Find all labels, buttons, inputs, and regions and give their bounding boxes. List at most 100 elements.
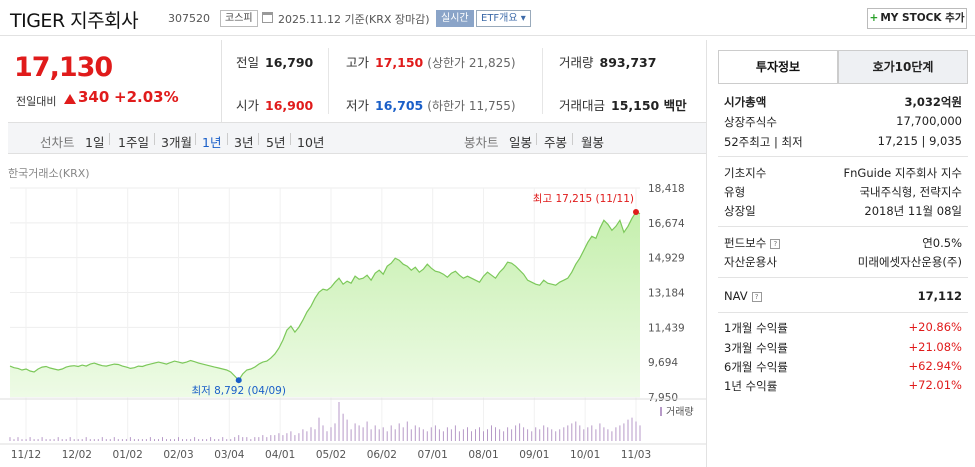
x-tick-label: 10/01 (570, 449, 600, 461)
divider (718, 156, 968, 157)
period-5y[interactable]: 5년 (266, 135, 286, 150)
period-10y[interactable]: 10년 (297, 135, 325, 150)
return-row: 3개월 수익률 +21.08% (724, 340, 962, 356)
candle-daily[interactable]: 일봉 (509, 135, 533, 150)
info-panel: 투자정보 호가10단계 시가총액 3,032억원 상장주식수 17,700,000 … (718, 50, 968, 467)
divider (718, 226, 968, 227)
divider (718, 83, 968, 84)
x-tick-label: 06/02 (367, 449, 397, 461)
info-label: 3개월 수익률 (724, 341, 788, 355)
return-row: 1개월 수익률 +20.86% (724, 320, 962, 336)
stock-code: 307520 (168, 12, 210, 25)
info-row: 기초지수 FnGuide 지주회사 지수 (724, 165, 962, 181)
etf-overview-label: ETF개요 (481, 13, 518, 24)
candle-chart-label: 봉차트 (464, 135, 499, 150)
candle-weekly[interactable]: 주봉 (544, 135, 568, 150)
return-value: +20.86% (908, 320, 963, 334)
period-1y[interactable]: 1년 (202, 135, 222, 150)
info-value: 국내주식형, 전략지수 (859, 185, 962, 199)
info-value: 17,215 | 9,035 (877, 134, 962, 148)
period-3m[interactable]: 3개월 (161, 135, 192, 150)
info-label: 6개월 수익률 (724, 360, 788, 374)
y-tick-label: 11,439 (648, 322, 685, 334)
stat-label: 전일 (236, 55, 260, 70)
market-tag: 코스피 (220, 10, 258, 27)
info-value: 연0.5% (922, 236, 962, 250)
volume-legend-label: 거래량 (666, 406, 694, 418)
stat-label: 거래대금 (559, 98, 606, 113)
x-tick-label: 03/04 (214, 449, 245, 461)
info-label: 52주최고 | 최저 (724, 135, 803, 149)
info-label: 시가총액 (724, 95, 767, 109)
stock-name: TIGER 지주회사 (10, 10, 139, 32)
plus-icon: + (869, 12, 879, 24)
info-value: 3,032억원 (904, 95, 962, 109)
nav-value: 17,112 (917, 289, 962, 303)
return-value: +72.01% (908, 378, 963, 392)
up-triangle-icon (64, 94, 76, 104)
stat-label: 거래량 (559, 55, 594, 70)
help-icon[interactable]: ? (751, 292, 762, 302)
line-chart-label: 선차트 (40, 135, 75, 150)
info-value: 2018년 11월 08일 (864, 204, 962, 218)
divider (718, 312, 968, 313)
stat-label: 저가 (346, 98, 370, 113)
info-label: 상장주식수 (724, 115, 777, 129)
divider (718, 277, 968, 278)
info-label: 기초지수 (724, 166, 767, 180)
x-tick-label: 09/01 (519, 449, 549, 461)
divider (572, 133, 573, 145)
price-stats: 전일 16,790 시가 16,900 고가 17,150 (상한가 21,825) 저… (221, 40, 706, 122)
current-price: 17,130 (14, 52, 113, 83)
divider (290, 133, 291, 145)
period-1d[interactable]: 1일 (85, 135, 105, 150)
x-tick-label: 07/01 (418, 449, 448, 461)
min-label: 최저 8,792 (04/09) (191, 385, 286, 397)
info-row: 유형 국내주식형, 전략지수 (724, 184, 962, 200)
y-tick-label: 13,184 (648, 288, 685, 300)
info-row: 상장주식수 17,700,000 (724, 114, 962, 130)
info-label: 유형 (724, 185, 746, 199)
period-1w[interactable]: 1주일 (118, 135, 149, 150)
info-label: 펀드보수 (724, 236, 767, 250)
stat-value: 16,900 (265, 98, 314, 113)
info-row: 펀드보수? 연0.5% (724, 235, 962, 251)
tab-invest-info[interactable]: 투자정보 (718, 50, 838, 84)
divider (536, 133, 537, 145)
return-value: +21.08% (908, 340, 963, 354)
info-value: 미래에셋자산운용(주) (857, 255, 962, 269)
period-3y[interactable]: 3년 (234, 135, 254, 150)
x-tick-label: 08/01 (468, 449, 498, 461)
stat-high: 고가 17,150 (상한가 21,825) (346, 52, 516, 71)
stat-value: 16,790 (265, 55, 314, 70)
stat-volume: 거래량 893,737 (559, 52, 656, 71)
candle-monthly[interactable]: 월봉 (581, 135, 605, 150)
add-my-stock-button[interactable]: + MY STOCK 추가 (867, 8, 967, 29)
y-tick-label: 18,418 (648, 183, 685, 195)
etf-overview-dropdown[interactable]: ETF개요 ▾ (476, 10, 531, 27)
stat-low: 저가 16,705 (하한가 11,755) (346, 95, 516, 114)
stat-value: 17,150 (375, 55, 424, 70)
add-my-stock-label: MY STOCK 추가 (880, 12, 965, 24)
min-marker (235, 377, 242, 384)
divider (328, 48, 329, 114)
upper-limit: (상한가 21,825) (427, 56, 516, 70)
base-date: 2025.11.12 기준(KRX 장마감) (278, 13, 430, 26)
y-tick-label: 7,950 (648, 392, 678, 404)
info-value: 17,700,000 (896, 114, 962, 128)
divider (195, 133, 196, 145)
realtime-tag[interactable]: 실시간 (436, 10, 474, 27)
header: TIGER 지주회사 307520 코스피 2025.11.12 기준(KRX … (0, 0, 975, 36)
x-tick-label: 11/12 (11, 449, 41, 461)
info-value: FnGuide 지주회사 지수 (843, 166, 962, 180)
help-icon[interactable]: ? (770, 239, 781, 249)
stat-label: 시가 (236, 98, 260, 113)
max-marker (632, 209, 639, 216)
x-tick-label: 04/01 (265, 449, 295, 461)
info-row: 자산운용사 미래에셋자산운용(주) (724, 254, 962, 270)
x-tick-label: 01/02 (113, 449, 143, 461)
price-chart[interactable]: 18,418 16,674 14,929 13,184 11,439 9,694 7,950… (0, 178, 706, 467)
return-row: 1년 수익률 +72.01% (724, 378, 962, 394)
tab-quote-10[interactable]: 호가10단계 (838, 50, 968, 84)
calendar-icon (262, 12, 273, 23)
